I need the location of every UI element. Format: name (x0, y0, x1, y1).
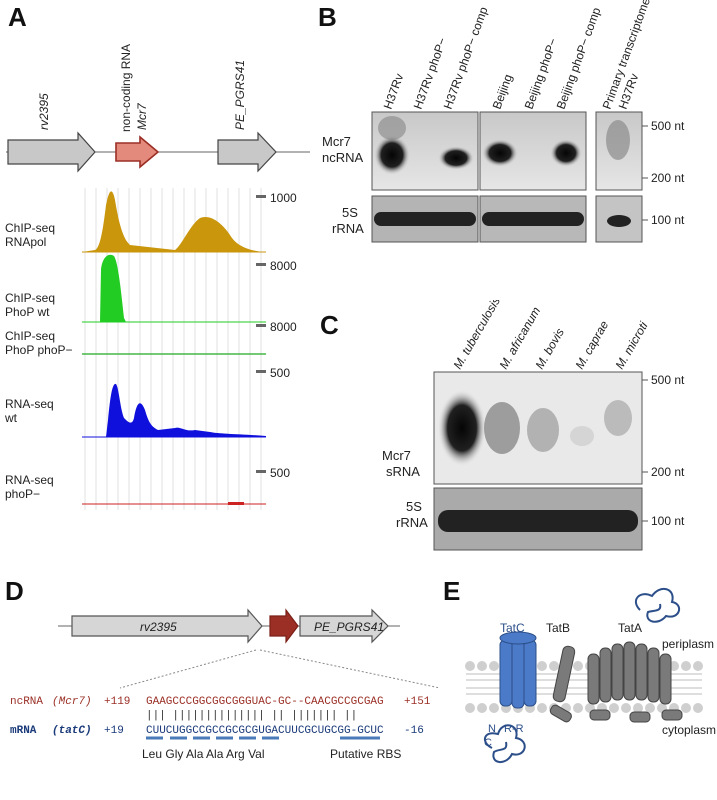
mrna-sequence: CUUCUGGCCGCCGCGCGUGACUUCGCUGCGG-GCUC (146, 725, 384, 737)
track-max-rnaseq-mutant: 500 (270, 466, 290, 480)
ncrna-row-label: ncRNA (10, 696, 43, 708)
marker-c-100: 100 nt (651, 514, 685, 528)
band (438, 390, 486, 466)
folded-substrate-cytoplasm (483, 724, 526, 763)
track-rnaseq-wt-signal (106, 383, 266, 437)
marker-c-500: 500 nt (651, 373, 685, 387)
mrna-row-name: (tatC) (52, 725, 92, 737)
panel-e-figure: TatC TatB TatA periplasm cytoplasm N C R… (465, 587, 716, 763)
gene-arrow-pe-pgrs41 (217, 131, 277, 173)
gene-arrow-mcr7 (115, 135, 160, 169)
lane-c-5: M. microti (612, 319, 650, 371)
track-max-rnaseq-wt: 500 (270, 366, 290, 380)
lane-c-4: M. caprae (572, 318, 611, 371)
blot-c-row2-label-2: rRNA (396, 515, 428, 530)
track-label-chip-phop-mut-1: ChIP-seq (5, 329, 55, 343)
codon-labels: Leu Gly Ala Ala Arg Val (142, 747, 265, 761)
panel-d-figure: rv2395 PE_PGRS41 ncRNA (Mcr7) +119 GAAGC… (10, 608, 440, 761)
gene-label-rv2395: rv2395 (37, 93, 51, 130)
mrna-end: -16 (404, 725, 424, 737)
marker-b-200: 200 nt (651, 171, 685, 185)
ncrna-sequence: GAAGCCCGGCGGCGGGUAC-GC--CAACGCCGCGAG (146, 696, 384, 708)
lane-c-3: M. bovis (532, 326, 566, 372)
tatb-protein (549, 645, 576, 723)
cytoplasm-label: cytoplasm (662, 723, 716, 737)
panel-c-figure: M. tuberculosis M. africanum M. bovis M.… (382, 300, 685, 551)
panel-label-e: E (443, 576, 461, 606)
gene-arrow-rv2395 (7, 131, 96, 173)
tata-complex (587, 641, 683, 723)
folded-substrate-periplasm (634, 587, 681, 623)
track-label-chip-phop-2: PhoP wt (5, 305, 50, 319)
blot-b-row2-label-1: 5S (342, 205, 358, 220)
lane-b-5: Beijing phoP− (522, 36, 561, 111)
track-label-rnaseq-wt-1: RNA-seq (5, 397, 54, 411)
pairing-bars: ||| |||||||||||||| || ||||||| || (146, 710, 357, 722)
tata-label: TatA (618, 621, 642, 635)
rbs-label: Putative RBS (330, 747, 401, 761)
lane-c-1: M. tuberculosis (450, 300, 502, 372)
c-terminus-label: C (484, 737, 492, 749)
ncrna-end: +151 (404, 696, 431, 708)
panel-label-d: D (5, 576, 24, 606)
marker-b-100: 100 nt (651, 213, 685, 227)
gene-arrow-pe-pgrs41-d (299, 608, 389, 644)
ncrna-row-name: (Mcr7) (52, 696, 92, 708)
track-label-rnaseq-mut-1: RNA-seq (5, 473, 54, 487)
track-label-chip-rnapol-1: ChIP-seq (5, 221, 55, 235)
panel-label-b: B (318, 2, 337, 32)
track-max-phop-wt: 8000 (270, 259, 297, 273)
track-label-chip-phop-mut-2: PhoP phoP− (5, 343, 73, 357)
blot-c-row2-label-1: 5S (406, 499, 422, 514)
n-terminus-label: N (488, 723, 496, 735)
gene-label-rv2395-d: rv2395 (140, 620, 177, 634)
band (374, 135, 410, 175)
lane-b-4: Beijing (490, 72, 515, 111)
gene-label-pe-pgrs41-d: PE_PGRS41 (314, 620, 384, 634)
track-label-chip-rnapol-2: RNApol (5, 235, 46, 249)
track-label-chip-phop-1: ChIP-seq (5, 291, 55, 305)
track-max-rnapol: 1000 (270, 191, 297, 205)
track-phop-wt-signal (100, 254, 126, 322)
panel-label-a: A (8, 2, 27, 32)
ncrna-label: non-coding RNA (119, 44, 133, 132)
rr-motif-label: R-R (504, 723, 524, 735)
mcr7-label: Mcr7 (135, 102, 149, 130)
blot-c-row1-label-1: Mcr7 (382, 448, 411, 463)
panel-label-c: C (320, 310, 339, 340)
blot-b-row1-label-2: ncRNA (322, 150, 364, 165)
marker-b-500: 500 nt (651, 119, 685, 133)
blot-b-row1-label-1: Mcr7 (322, 134, 351, 149)
gene-label-pe-pgrs41: PE_PGRS41 (233, 60, 247, 130)
tatc-protein (499, 631, 537, 709)
blot-b-row2-label-2: rRNA (332, 221, 364, 236)
gene-arrow-rv2395-d (71, 608, 263, 644)
periplasm-label: periplasm (662, 637, 714, 651)
tatb-label: TatB (546, 621, 570, 635)
mrna-row-label: mRNA (10, 725, 37, 737)
track-label-rnaseq-wt-2: wt (4, 411, 18, 425)
track-label-rnaseq-mut-2: phoP− (5, 487, 40, 501)
lane-b-6: Beijing phoP− comp (554, 5, 604, 111)
tatc-label: TatC (500, 621, 525, 635)
panel-a-figure: rv2395 non-coding RNA Mcr7 PE_PGRS41 100… (4, 44, 310, 510)
lane-b-1: H37Rv (381, 72, 407, 111)
panel-b-figure: H37Rv H37Rv phoP− H37Rv phoP− comp Beiji… (322, 0, 685, 243)
blot-c-row1-label-2: sRNA (386, 464, 420, 479)
scale-tick (256, 195, 266, 198)
track-max-phop-mutant: 8000 (270, 320, 297, 334)
mrna-start: +19 (104, 725, 124, 737)
track-rnapol-signal (82, 191, 262, 252)
gene-arrow-mcr7-d (269, 608, 299, 644)
ncrna-start: +119 (104, 696, 130, 708)
lane-b-3: H37Rv phoP− comp (441, 5, 491, 111)
marker-c-200: 200 nt (651, 465, 685, 479)
